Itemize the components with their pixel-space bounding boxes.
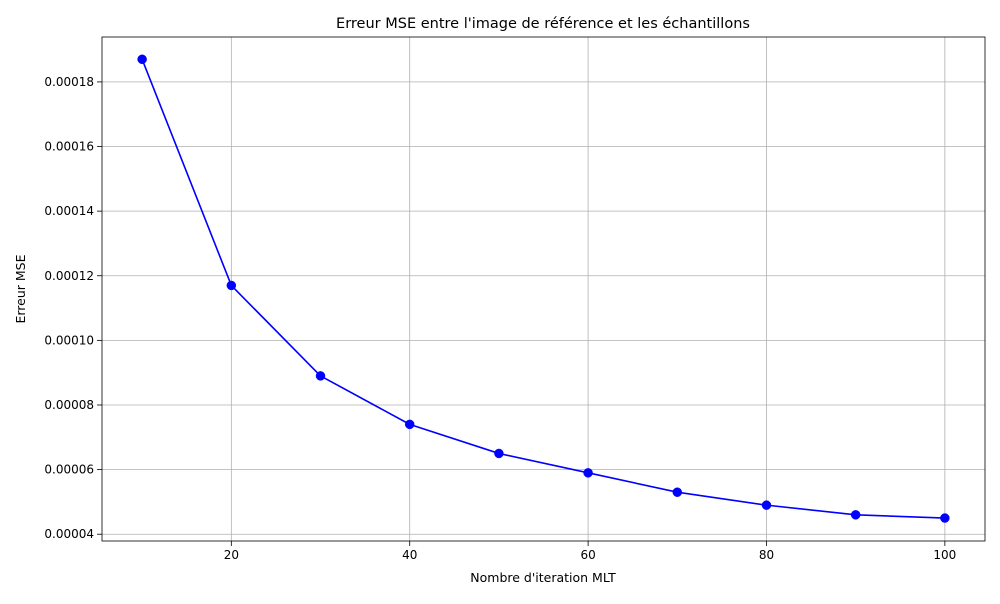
x-tick-label: 20 [224,548,239,562]
tick-labels: 20 40 60 80 100 0.00004 0.00006 0.00008 0.00010 0… [44,75,956,562]
data-point-marker [494,448,504,459]
y-tick-label: 0.00014 [44,204,94,218]
plot-frame [101,36,986,542]
x-tick-label: 40 [402,548,417,562]
data-point-marker [226,280,237,291]
y-tick-label: 0.00016 [44,140,94,154]
x-tick-label: 60 [580,548,595,562]
data-point-marker [404,419,415,430]
series-layer [137,54,950,523]
y-tick-label: 0.00008 [44,398,94,412]
data-point-marker [315,371,326,381]
x-tick-label: 80 [759,548,774,562]
y-tick-label: 0.00004 [44,527,94,541]
axes [101,36,986,542]
chart-title: Erreur MSE entre l'image de référence et… [336,16,750,32]
data-point-marker [672,487,683,497]
y-tick-label: 0.00012 [44,269,94,283]
x-tick-label: 100 [933,548,956,562]
y-tick-label: 0.00006 [44,463,94,477]
y-tick-label: 0.00010 [44,333,94,347]
data-point-marker [583,468,593,478]
data-point-marker [137,54,147,65]
y-tick-label: 0.00018 [44,75,94,89]
mse-series-line [141,58,946,519]
data-point-marker [940,513,950,523]
x-axis-label: Nombre d'iteration MLT [470,570,616,585]
y-axis-label: Erreur MSE [13,254,28,323]
grid-lines [102,37,985,541]
data-point-marker [850,510,861,520]
data-point-marker [761,500,772,510]
